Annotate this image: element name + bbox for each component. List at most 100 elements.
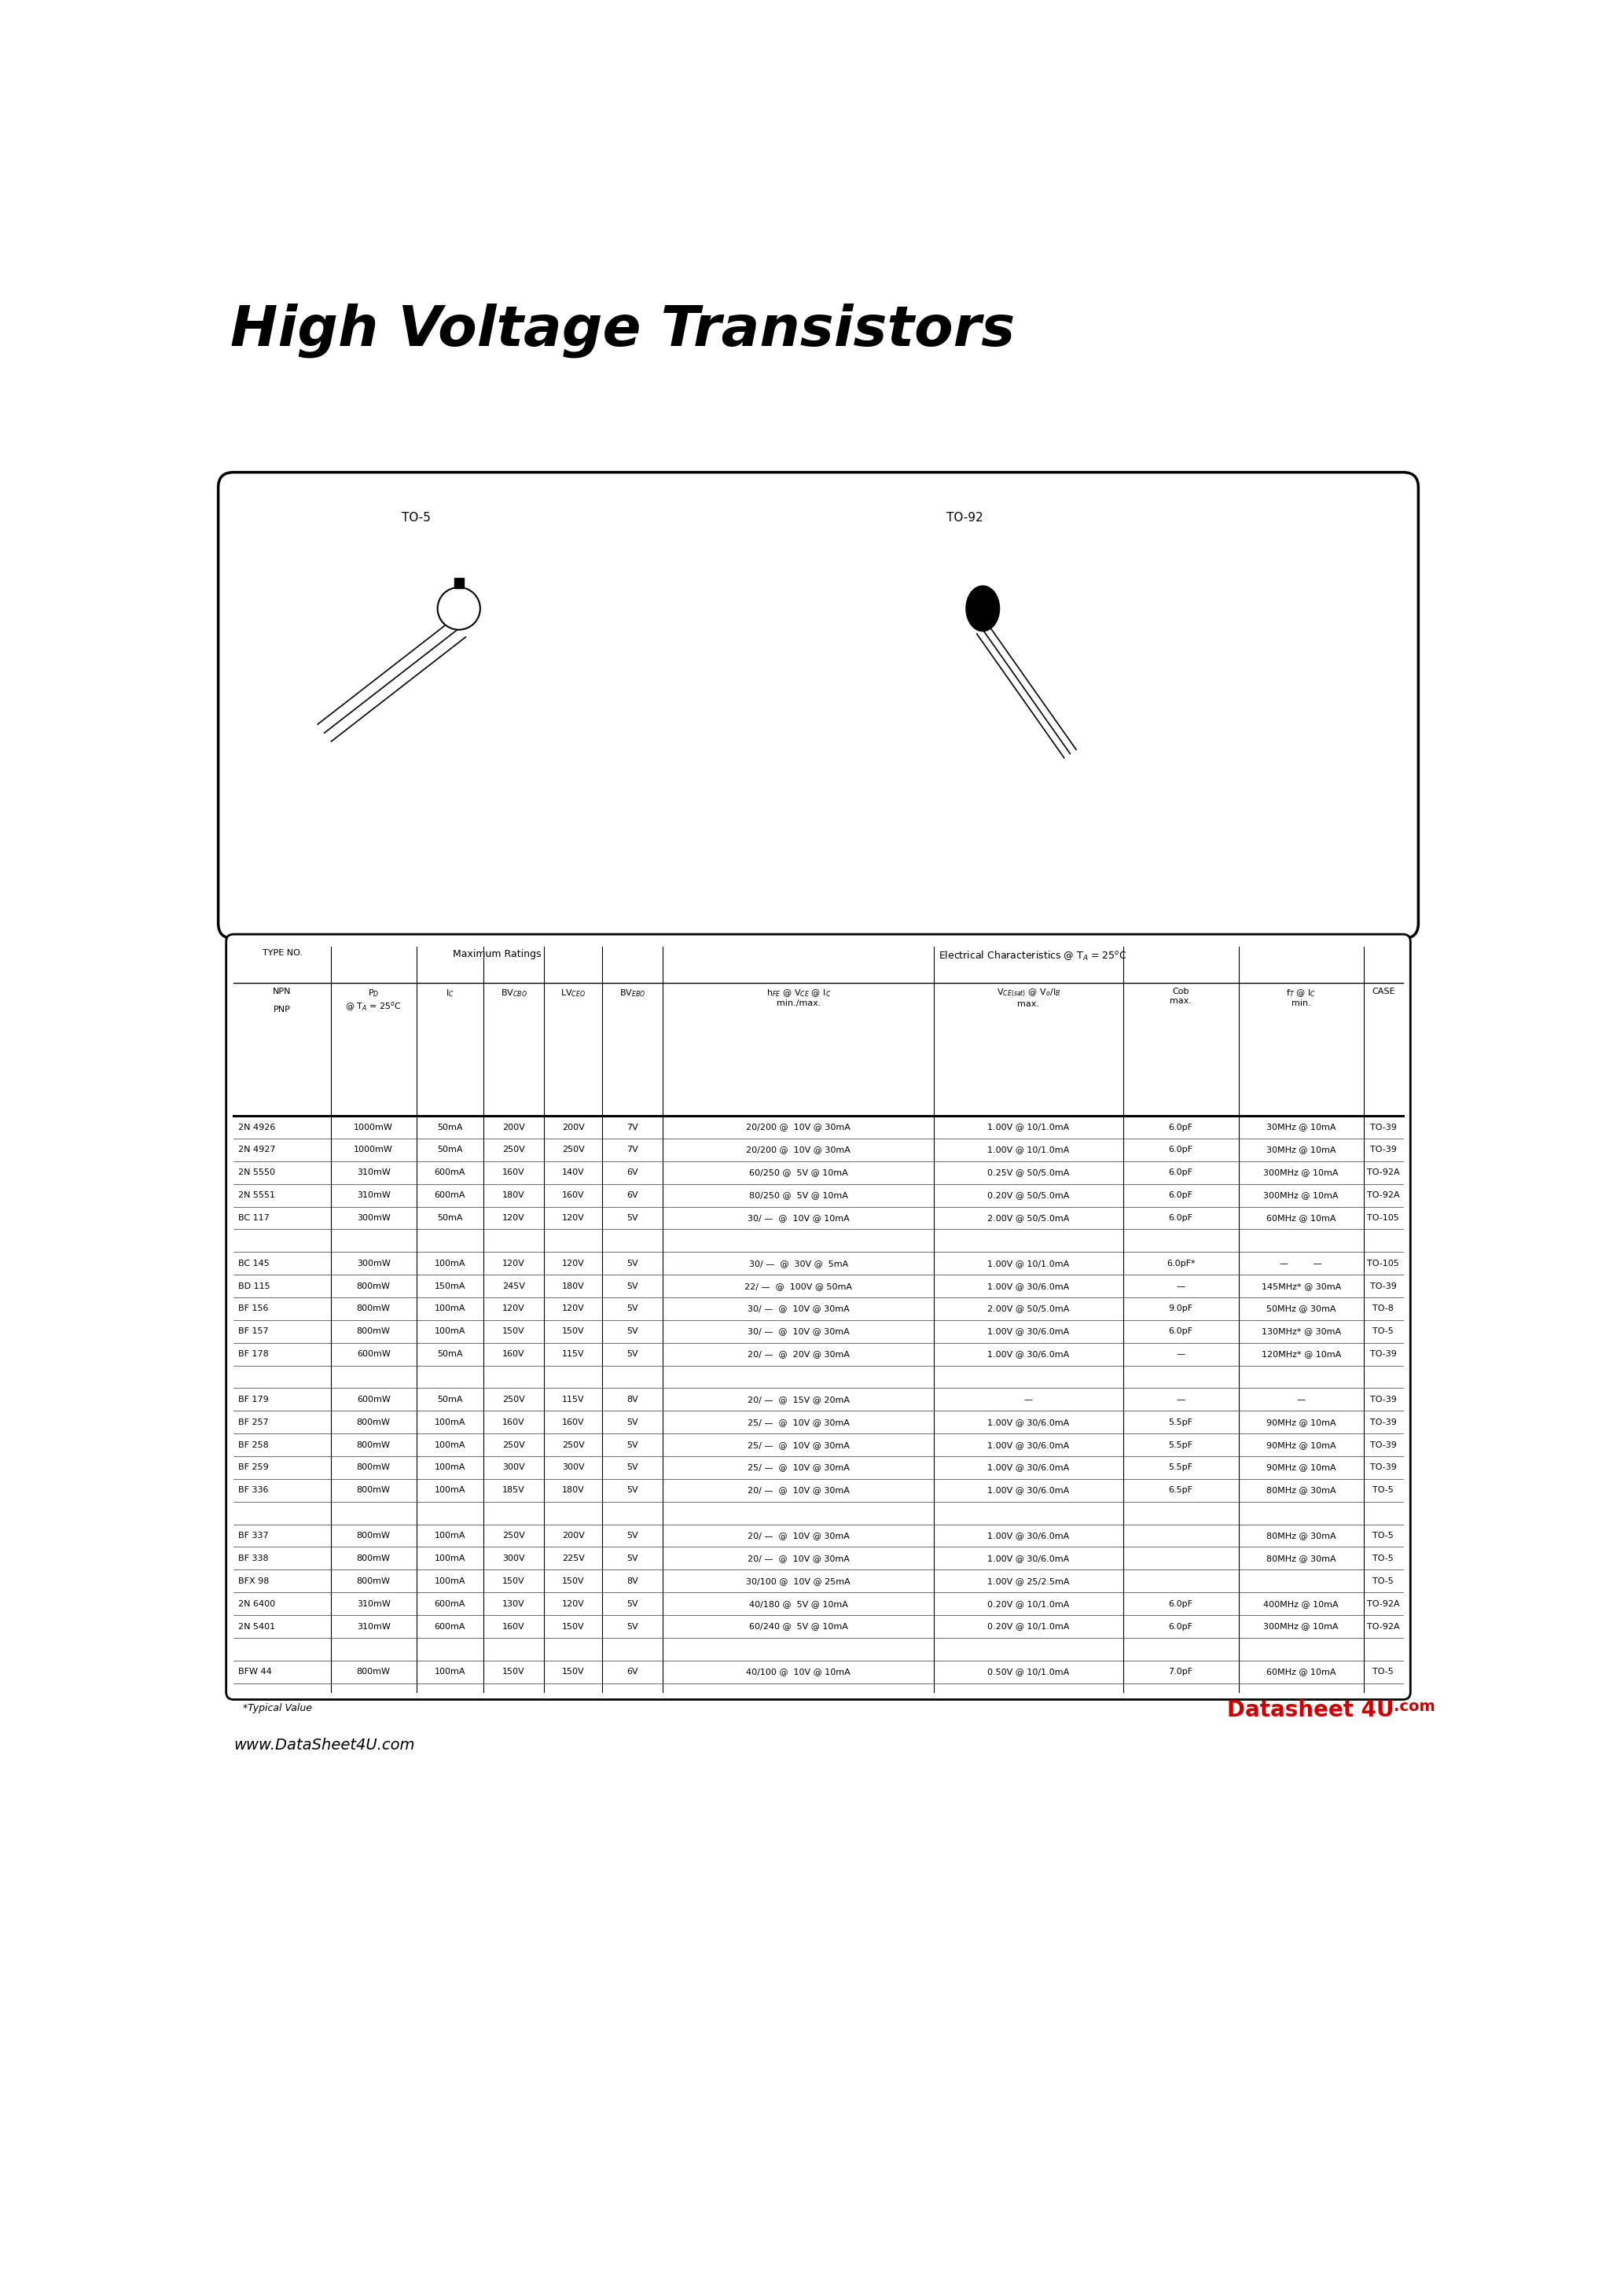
Text: 160V: 160V bbox=[502, 1419, 525, 1426]
Text: 5V: 5V bbox=[627, 1215, 638, 1221]
Text: 20/200 @  10V @ 30mA: 20/200 @ 10V @ 30mA bbox=[747, 1146, 851, 1155]
Text: 150V: 150V bbox=[562, 1667, 585, 1676]
Text: TO-39: TO-39 bbox=[1371, 1419, 1397, 1426]
Text: 6V: 6V bbox=[627, 1192, 638, 1199]
Text: TO-39: TO-39 bbox=[1371, 1123, 1397, 1132]
Circle shape bbox=[437, 588, 481, 629]
Text: 160V: 160V bbox=[502, 1169, 525, 1176]
Text: 6.0pF: 6.0pF bbox=[1169, 1169, 1194, 1176]
Text: 30/ —  @  10V @ 30mA: 30/ — @ 10V @ 30mA bbox=[747, 1304, 849, 1313]
Text: TO-39: TO-39 bbox=[1371, 1463, 1397, 1472]
Text: TO-5: TO-5 bbox=[401, 512, 430, 523]
Text: .com: .com bbox=[1393, 1699, 1436, 1715]
Bar bbox=[455, 579, 464, 588]
Text: 0.25V @ 50/5.0mA: 0.25V @ 50/5.0mA bbox=[987, 1169, 1070, 1176]
Text: 150V: 150V bbox=[562, 1577, 585, 1584]
Text: 1.00V @ 30/6.0mA: 1.00V @ 30/6.0mA bbox=[987, 1442, 1070, 1449]
Text: 1000mW: 1000mW bbox=[354, 1146, 393, 1155]
Text: 150V: 150V bbox=[562, 1623, 585, 1630]
Text: BFX 98: BFX 98 bbox=[239, 1577, 270, 1584]
Text: 6.0pF: 6.0pF bbox=[1169, 1192, 1194, 1199]
Text: 1.00V @ 30/6.0mA: 1.00V @ 30/6.0mA bbox=[987, 1281, 1070, 1290]
Text: 225V: 225V bbox=[562, 1554, 585, 1561]
Text: 800mW: 800mW bbox=[357, 1577, 390, 1584]
Text: 80MHz @ 30mA: 80MHz @ 30mA bbox=[1267, 1486, 1337, 1495]
Text: 80/250 @  5V @ 10mA: 80/250 @ 5V @ 10mA bbox=[749, 1192, 848, 1199]
Text: 0.20V @ 10/1.0mA: 0.20V @ 10/1.0mA bbox=[987, 1623, 1070, 1630]
Text: TO-105: TO-105 bbox=[1367, 1261, 1400, 1267]
Text: LV$_{CEO}$: LV$_{CEO}$ bbox=[560, 987, 586, 999]
Text: 6.0pF: 6.0pF bbox=[1169, 1146, 1194, 1155]
Text: 2.00V @ 50/5.0mA: 2.00V @ 50/5.0mA bbox=[987, 1215, 1070, 1221]
Text: 250V: 250V bbox=[562, 1442, 585, 1449]
Text: 0.20V @ 50/5.0mA: 0.20V @ 50/5.0mA bbox=[987, 1192, 1070, 1199]
Text: 60/240 @  5V @ 10mA: 60/240 @ 5V @ 10mA bbox=[749, 1623, 848, 1630]
Text: 90MHz @ 10mA: 90MHz @ 10mA bbox=[1267, 1463, 1337, 1472]
Text: 250V: 250V bbox=[562, 1146, 585, 1155]
Text: 800mW: 800mW bbox=[357, 1281, 390, 1290]
Text: 100mA: 100mA bbox=[434, 1554, 464, 1561]
Text: h$_{FE}$ @ V$_{CE}$ @ I$_C$
min./max.: h$_{FE}$ @ V$_{CE}$ @ I$_C$ min./max. bbox=[767, 987, 831, 1008]
Text: 120V: 120V bbox=[562, 1304, 585, 1313]
Text: Maximum Ratings: Maximum Ratings bbox=[453, 948, 541, 960]
Text: 50MHz @ 30mA: 50MHz @ 30mA bbox=[1267, 1304, 1337, 1313]
Text: Datasheet 4U: Datasheet 4U bbox=[1228, 1699, 1393, 1722]
Text: BF 258: BF 258 bbox=[239, 1442, 270, 1449]
Text: 250V: 250V bbox=[502, 1146, 525, 1155]
Text: 300V: 300V bbox=[502, 1554, 525, 1561]
Text: 30MHz @ 10mA: 30MHz @ 10mA bbox=[1267, 1146, 1337, 1155]
Text: BF 337: BF 337 bbox=[239, 1531, 268, 1541]
Text: 300MHz @ 10mA: 300MHz @ 10mA bbox=[1263, 1169, 1338, 1176]
Text: 2N 4926: 2N 4926 bbox=[239, 1123, 276, 1132]
Text: 50mA: 50mA bbox=[437, 1123, 463, 1132]
Text: 800mW: 800mW bbox=[357, 1531, 390, 1541]
Text: 150V: 150V bbox=[502, 1327, 525, 1336]
Text: 200V: 200V bbox=[562, 1531, 585, 1541]
Text: 800mW: 800mW bbox=[357, 1327, 390, 1336]
Text: BC 145: BC 145 bbox=[239, 1261, 270, 1267]
Text: 9.0pF: 9.0pF bbox=[1169, 1304, 1194, 1313]
Text: 5V: 5V bbox=[627, 1531, 638, 1541]
Text: 100mA: 100mA bbox=[434, 1442, 464, 1449]
Text: 5V: 5V bbox=[627, 1554, 638, 1561]
Text: 8V: 8V bbox=[627, 1396, 638, 1403]
Text: —         —: — — bbox=[1280, 1261, 1322, 1267]
Text: TO-92A: TO-92A bbox=[1367, 1623, 1400, 1630]
Text: BF 157: BF 157 bbox=[239, 1327, 268, 1336]
FancyBboxPatch shape bbox=[218, 473, 1418, 939]
Text: BF 336: BF 336 bbox=[239, 1486, 268, 1495]
Text: 120V: 120V bbox=[502, 1215, 525, 1221]
Text: 160V: 160V bbox=[562, 1419, 585, 1426]
Text: 120V: 120V bbox=[562, 1600, 585, 1607]
Text: 1.00V @ 25/2.5mA: 1.00V @ 25/2.5mA bbox=[987, 1577, 1070, 1584]
Text: 120V: 120V bbox=[502, 1261, 525, 1267]
Text: 250V: 250V bbox=[502, 1396, 525, 1403]
Text: BF 257: BF 257 bbox=[239, 1419, 270, 1426]
Text: f$_T$ @ I$_C$
min.: f$_T$ @ I$_C$ min. bbox=[1286, 987, 1315, 1008]
Text: 5V: 5V bbox=[627, 1463, 638, 1472]
Text: 5V: 5V bbox=[627, 1327, 638, 1336]
Text: 100mA: 100mA bbox=[434, 1486, 464, 1495]
Text: 180V: 180V bbox=[562, 1486, 585, 1495]
Text: 20/ —  @  10V @ 30mA: 20/ — @ 10V @ 30mA bbox=[747, 1554, 849, 1561]
Text: 30/ —  @  30V @  5mA: 30/ — @ 30V @ 5mA bbox=[749, 1261, 848, 1267]
Text: 6V: 6V bbox=[627, 1667, 638, 1676]
Text: 115V: 115V bbox=[562, 1350, 585, 1359]
Text: 600mA: 600mA bbox=[434, 1192, 464, 1199]
Text: 6.0pF*: 6.0pF* bbox=[1166, 1261, 1195, 1267]
Text: 160V: 160V bbox=[502, 1350, 525, 1359]
Text: 180V: 180V bbox=[562, 1281, 585, 1290]
Text: 800mW: 800mW bbox=[357, 1667, 390, 1676]
FancyBboxPatch shape bbox=[226, 934, 1410, 1699]
Text: 5.5pF: 5.5pF bbox=[1169, 1463, 1194, 1472]
Text: TO-5: TO-5 bbox=[1372, 1577, 1393, 1584]
Text: 30/ —  @  10V @ 30mA: 30/ — @ 10V @ 30mA bbox=[747, 1327, 849, 1336]
Text: TO-92A: TO-92A bbox=[1367, 1169, 1400, 1176]
Text: 250V: 250V bbox=[502, 1531, 525, 1541]
Text: 200V: 200V bbox=[502, 1123, 525, 1132]
Text: www.DataSheet4U.com: www.DataSheet4U.com bbox=[234, 1738, 414, 1752]
Text: 310mW: 310mW bbox=[357, 1169, 390, 1176]
Ellipse shape bbox=[966, 585, 999, 631]
Text: CASE: CASE bbox=[1372, 987, 1395, 996]
Text: *Typical Value: *Typical Value bbox=[242, 1704, 312, 1713]
